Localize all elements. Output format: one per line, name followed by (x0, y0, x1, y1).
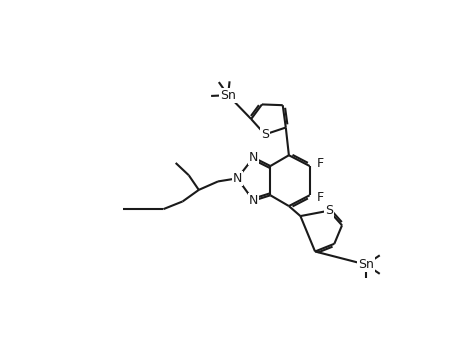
Text: F: F (316, 157, 323, 170)
Text: S: S (260, 128, 269, 141)
Text: F: F (316, 191, 323, 204)
Text: N: N (248, 151, 257, 164)
Text: Sn: Sn (357, 258, 373, 271)
Text: N: N (248, 194, 257, 207)
Text: Sn: Sn (220, 89, 235, 102)
Text: N: N (232, 172, 241, 185)
Text: S: S (324, 204, 332, 217)
